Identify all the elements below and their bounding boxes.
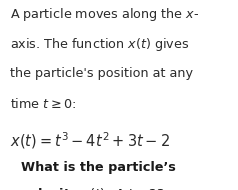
Text: velocity $v(t)$ at $t = 2$?: velocity $v(t)$ at $t = 2$? [21, 186, 166, 190]
Text: $x(t) = t^3 - 4t^2 + 3t - 2$: $x(t) = t^3 - 4t^2 + 3t - 2$ [10, 130, 169, 151]
Text: A particle moves along the $x$-: A particle moves along the $x$- [10, 6, 199, 23]
Text: time $t \geq 0$:: time $t \geq 0$: [10, 97, 76, 111]
Text: What is the particle’s: What is the particle’s [21, 161, 176, 173]
Text: the particle's position at any: the particle's position at any [10, 66, 193, 79]
Text: axis. The function $x(t)$ gives: axis. The function $x(t)$ gives [10, 36, 189, 53]
